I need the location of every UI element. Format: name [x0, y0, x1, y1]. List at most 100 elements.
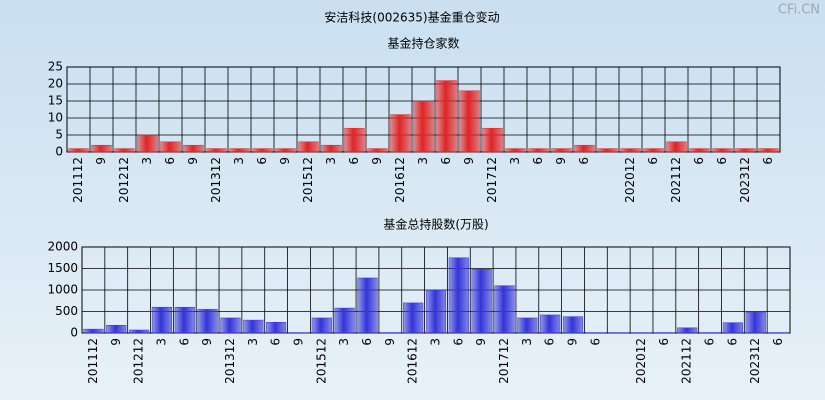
- x-tick-label: 3: [154, 338, 168, 346]
- chart-title: 基金总持股数(万股): [383, 217, 488, 232]
- x-tick-label: 6: [761, 157, 775, 165]
- y-tick-label: 2000: [47, 240, 78, 254]
- x-tick-label: 3: [416, 157, 430, 165]
- x-tick-label: 9: [462, 157, 476, 165]
- x-tick-label: 6: [269, 338, 283, 346]
- bar: [275, 148, 296, 153]
- bar: [574, 144, 595, 153]
- bar: [229, 148, 250, 153]
- bar: [551, 148, 572, 153]
- bar: [643, 148, 664, 153]
- bar: [666, 141, 687, 153]
- x-tick-label: 6: [255, 157, 269, 165]
- x-tick-label: 9: [566, 338, 580, 346]
- bar: [425, 289, 447, 334]
- x-tick-label: 3: [429, 338, 443, 346]
- bar: [334, 307, 355, 334]
- x-tick-label: 6: [692, 157, 706, 165]
- bar: [91, 144, 112, 153]
- x-tick-label: 201612: [406, 338, 420, 384]
- bar: [712, 148, 733, 153]
- x-tick-label: 9: [186, 157, 200, 165]
- bar: [243, 319, 264, 334]
- bar: [722, 322, 743, 334]
- y-tick-label: 5: [55, 128, 63, 142]
- x-tick-label: 6: [543, 338, 557, 346]
- bar: [220, 317, 241, 334]
- bar: [758, 148, 779, 153]
- bar: [106, 325, 127, 334]
- bar: [321, 144, 342, 153]
- x-tick-label: 9: [278, 157, 292, 165]
- x-tick-label: 9: [474, 338, 488, 346]
- x-tick-label: 201212: [132, 338, 146, 384]
- x-tick-label: 6: [531, 157, 545, 165]
- y-tick-label: 0: [55, 145, 63, 159]
- bar: [151, 306, 173, 334]
- x-tick-label: 9: [109, 338, 123, 346]
- x-tick-label: 6: [360, 338, 374, 346]
- x-tick-label: 9: [94, 157, 108, 165]
- y-tick-label: 15: [48, 94, 63, 108]
- bar: [505, 148, 526, 153]
- x-tick-label: 9: [370, 157, 384, 165]
- bar: [197, 309, 218, 334]
- bar: [390, 114, 411, 153]
- bar: [137, 134, 158, 153]
- bar: [160, 141, 181, 153]
- x-tick-label: 201112: [71, 157, 85, 203]
- bar: [129, 329, 150, 334]
- bar: [494, 285, 515, 334]
- bar: [68, 148, 89, 153]
- x-tick-label: 6: [163, 157, 177, 165]
- y-tick-label: 20: [48, 77, 63, 91]
- bar: [266, 322, 287, 334]
- x-tick-label: 201712: [497, 338, 511, 384]
- x-tick-label: 6: [771, 338, 785, 346]
- x-tick-label: 9: [200, 338, 214, 346]
- bar: [357, 277, 378, 334]
- y-tick-label: 0: [70, 326, 78, 340]
- bar: [597, 148, 618, 153]
- x-tick-label: 3: [324, 157, 338, 165]
- x-tick-label: 6: [725, 338, 739, 346]
- x-tick-label: 3: [232, 157, 246, 165]
- page-title: 安洁科技(002635)基金重仓变动: [324, 10, 499, 25]
- x-tick-label: 6: [451, 338, 465, 346]
- x-tick-label: 9: [383, 338, 397, 346]
- bar: [436, 80, 457, 153]
- x-tick-label: 9: [291, 338, 305, 346]
- bar: [83, 328, 104, 334]
- x-tick-label: 6: [577, 157, 591, 165]
- bar: [174, 306, 195, 334]
- y-tick-label: 10: [48, 111, 63, 125]
- x-tick-label: 201112: [86, 338, 100, 384]
- y-tick-label: 500: [55, 304, 78, 318]
- x-tick-label: 6: [715, 157, 729, 165]
- x-tick-label: 202012: [634, 338, 648, 384]
- x-tick-label: 3: [140, 157, 154, 165]
- bar: [413, 100, 434, 153]
- x-tick-label: 6: [588, 338, 602, 346]
- bar: [482, 127, 503, 153]
- x-tick-label: 202112: [680, 338, 694, 384]
- bar: [403, 302, 424, 334]
- bar: [448, 257, 469, 334]
- x-tick-label: 6: [703, 338, 717, 346]
- x-tick-label: 201312: [209, 157, 223, 203]
- x-tick-label: 201212: [117, 157, 131, 203]
- bar: [206, 148, 227, 153]
- x-tick-label: 202312: [738, 157, 752, 203]
- x-tick-label: 201312: [223, 338, 237, 384]
- x-tick-label: 9: [554, 157, 568, 165]
- watermark: CFi.CN: [778, 3, 820, 18]
- x-tick-label: 201612: [393, 157, 407, 203]
- x-tick-label: 3: [508, 157, 522, 165]
- x-tick-label: 6: [439, 157, 453, 165]
- bar: [252, 148, 273, 153]
- bar: [562, 316, 584, 334]
- bar: [471, 269, 492, 334]
- x-tick-label: 3: [337, 338, 351, 346]
- y-tick-label: 1000: [47, 283, 78, 297]
